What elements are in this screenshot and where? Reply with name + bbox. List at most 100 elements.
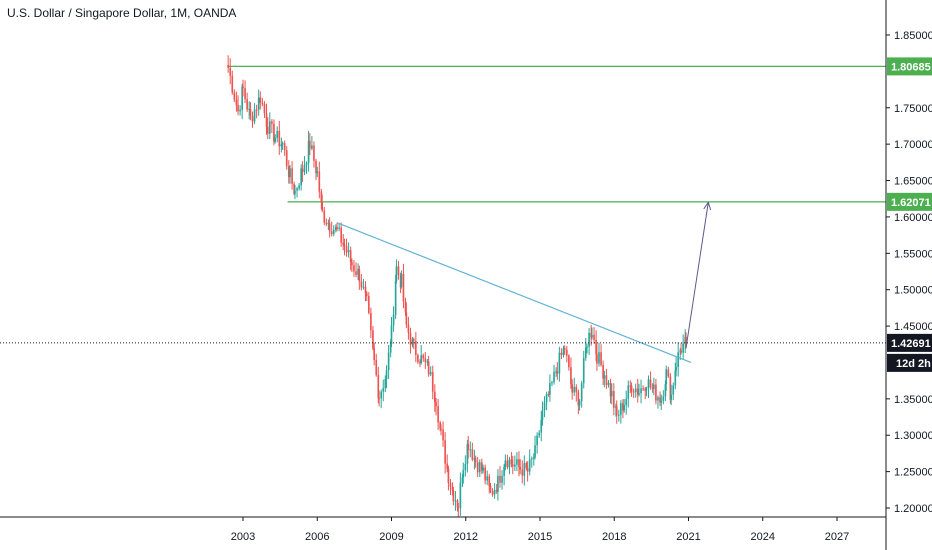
candle-body[interactable]: [449, 483, 452, 487]
candle-body[interactable]: [553, 371, 555, 383]
candle-body[interactable]: [543, 402, 546, 410]
candle-body[interactable]: [627, 385, 630, 399]
candle-body[interactable]: [373, 348, 376, 361]
candles[interactable]: [227, 55, 687, 517]
candle-body[interactable]: [501, 475, 503, 483]
candle-body[interactable]: [276, 130, 279, 138]
candle-body[interactable]: [591, 334, 593, 338]
candle-body[interactable]: [578, 401, 581, 406]
candle-body[interactable]: [582, 357, 585, 384]
candle-body[interactable]: [325, 222, 328, 225]
candle-body[interactable]: [669, 376, 672, 400]
candle-body[interactable]: [625, 398, 628, 406]
candle-body[interactable]: [402, 273, 405, 302]
candle-body[interactable]: [677, 352, 680, 368]
x-axis[interactable]: 2003 2006 2009 2012 2015 2018 2021 2024 2027: [231, 517, 849, 543]
candle-body[interactable]: [596, 354, 598, 364]
candle-body[interactable]: [486, 476, 489, 481]
candle-body[interactable]: [316, 171, 319, 174]
candle-body[interactable]: [645, 388, 648, 391]
candle-body[interactable]: [584, 347, 587, 358]
candle-body[interactable]: [651, 387, 654, 389]
candle-body[interactable]: [274, 137, 277, 142]
candle-body[interactable]: [415, 340, 417, 356]
candle-body[interactable]: [289, 168, 291, 178]
candle-body[interactable]: [655, 384, 657, 401]
candle-body[interactable]: [630, 386, 633, 392]
candle-body[interactable]: [657, 397, 659, 401]
candle-body[interactable]: [431, 372, 434, 392]
candle-body[interactable]: [647, 379, 650, 389]
candle-body[interactable]: [595, 339, 597, 355]
candle-body[interactable]: [565, 349, 568, 356]
candle-body[interactable]: [456, 500, 459, 508]
candle-body[interactable]: [532, 457, 535, 459]
candle-body[interactable]: [355, 271, 357, 275]
horizontal-levels[interactable]: [228, 65, 886, 203]
candle-body[interactable]: [526, 468, 529, 472]
candle-body[interactable]: [315, 160, 317, 174]
candle-body[interactable]: [551, 382, 553, 384]
candle-body[interactable]: [342, 242, 345, 245]
candle-body[interactable]: [307, 140, 310, 163]
candle-body[interactable]: [435, 402, 437, 407]
candle-body[interactable]: [266, 126, 269, 134]
candle-body[interactable]: [562, 348, 565, 356]
candle-body[interactable]: [462, 470, 465, 478]
candle-body[interactable]: [323, 210, 326, 223]
candle-body[interactable]: [343, 244, 346, 247]
candle-body[interactable]: [570, 367, 572, 385]
candle-body[interactable]: [528, 459, 531, 472]
candle-body[interactable]: [670, 394, 673, 400]
candle-body[interactable]: [471, 449, 474, 460]
candle-body[interactable]: [349, 250, 352, 263]
candle-body[interactable]: [653, 384, 655, 389]
candle-body[interactable]: [347, 250, 350, 253]
candle-body[interactable]: [577, 391, 580, 406]
candle-body[interactable]: [493, 489, 496, 495]
candle-body[interactable]: [293, 183, 295, 194]
candle-body[interactable]: [357, 269, 359, 275]
candle-body[interactable]: [400, 273, 403, 288]
candle-body[interactable]: [555, 371, 557, 373]
candle-body[interactable]: [268, 121, 271, 134]
candle-body[interactable]: [248, 108, 251, 110]
candle-body[interactable]: [405, 312, 408, 325]
candle-body[interactable]: [602, 365, 604, 379]
candle-body[interactable]: [444, 440, 446, 464]
candle-body[interactable]: [404, 301, 407, 313]
candle-body[interactable]: [242, 86, 244, 89]
candle-body[interactable]: [506, 460, 509, 468]
candle-body[interactable]: [419, 362, 421, 364]
candle-body[interactable]: [320, 191, 323, 203]
candle-body[interactable]: [649, 379, 652, 388]
candle-body[interactable]: [239, 109, 241, 112]
candle-body[interactable]: [461, 477, 464, 483]
trendline[interactable]: [336, 222, 692, 364]
candle-body[interactable]: [424, 358, 427, 363]
candle-body[interactable]: [511, 464, 514, 467]
candle-body[interactable]: [484, 467, 486, 481]
candle-body[interactable]: [251, 115, 254, 122]
candle-body[interactable]: [521, 469, 524, 476]
arrow-shaft[interactable]: [685, 202, 709, 348]
candle-body[interactable]: [382, 388, 385, 392]
candle-body[interactable]: [235, 99, 238, 106]
candle-body[interactable]: [538, 432, 541, 436]
candle-body[interactable]: [620, 403, 622, 415]
candle-body[interactable]: [473, 458, 476, 460]
candle-body[interactable]: [603, 375, 606, 379]
candle-body[interactable]: [327, 223, 330, 225]
candle-body[interactable]: [377, 375, 380, 399]
candle-body[interactable]: [516, 459, 518, 465]
candle-body[interactable]: [285, 150, 288, 167]
candle-body[interactable]: [384, 378, 387, 389]
candle-body[interactable]: [411, 339, 414, 345]
candle-body[interactable]: [664, 384, 667, 397]
candle-body[interactable]: [518, 459, 520, 467]
candle-body[interactable]: [291, 168, 293, 184]
candle-body[interactable]: [547, 394, 550, 396]
candle-body[interactable]: [409, 332, 412, 345]
candle-body[interactable]: [301, 168, 304, 173]
candle-body[interactable]: [680, 350, 682, 353]
